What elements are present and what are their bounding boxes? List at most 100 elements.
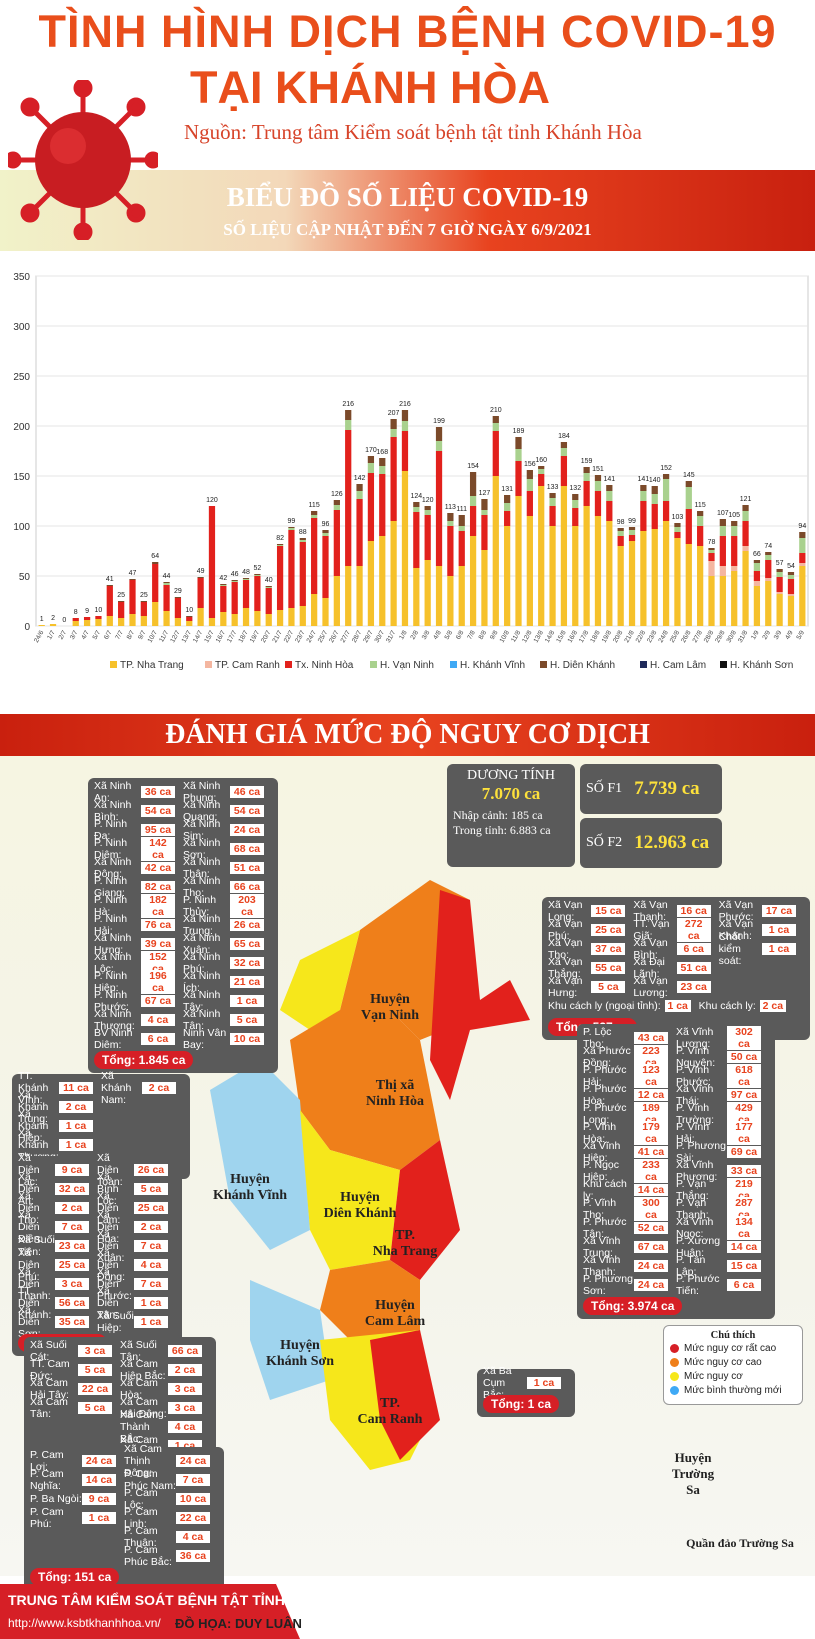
bar-segment — [526, 470, 533, 479]
data-label: 64 — [151, 553, 159, 560]
case-count: 68 ca — [230, 842, 264, 855]
bar-segment — [742, 521, 749, 546]
locality-name: Xã Ninh Sim: — [183, 817, 221, 842]
y-tick-label: 0 — [24, 622, 30, 633]
legend-item-label: Mức nguy cơ rất cao — [684, 1342, 777, 1354]
case-count: 24 ca — [230, 823, 264, 836]
bar-segment — [129, 614, 136, 626]
data-label: 8 — [74, 609, 78, 616]
case-count: 37 ca — [591, 942, 626, 955]
bar-segment — [787, 572, 795, 575]
bar-segment — [311, 515, 318, 518]
bar-segment — [594, 516, 602, 626]
bar-segment — [288, 530, 295, 608]
x-tick-label: 5/8 — [444, 629, 455, 641]
map-label-cam-ranh: TP. Cam Ranh — [357, 1396, 423, 1427]
data-label: 160 — [535, 457, 547, 464]
bar-segment — [311, 518, 318, 594]
bar-segment — [787, 594, 795, 596]
bar-segment — [504, 526, 511, 626]
case-count: 2 ca — [142, 1081, 176, 1094]
data-label: 216 — [399, 401, 411, 408]
bar-segment — [390, 521, 397, 626]
case-count: 6 ca — [727, 1278, 761, 1291]
bar-segment — [583, 467, 590, 473]
legend-dot-icon — [670, 1357, 679, 1367]
case-count: 5 ca — [78, 1363, 112, 1376]
legend-label: Tx. Ninh Hòa — [295, 660, 354, 671]
bar-segment — [299, 542, 306, 606]
box-row: Xã Diên Thạnh: 3 ca Xã Diên Phước: 7 ca — [18, 1266, 176, 1302]
bar-segment — [628, 530, 636, 535]
bar-segment — [492, 423, 499, 431]
data-label: 41 — [106, 576, 114, 583]
bar-segment — [617, 528, 624, 531]
legend-label: TP. Nha Trang — [120, 660, 184, 671]
bar-segment — [685, 544, 692, 626]
case-count: 1 ca — [761, 923, 796, 936]
case-count: 51 ca — [676, 961, 711, 974]
locality-name: Xã Cam Tân: — [30, 1395, 68, 1420]
bar-segment — [708, 550, 715, 553]
bar-segment — [515, 496, 522, 626]
locality-name: Xã Cam Thành Bắc: — [120, 1408, 158, 1445]
bar-segment — [118, 601, 125, 602]
locality-name: Xã Ninh Đông: — [94, 855, 132, 880]
locality-name: Xã Diên Thạnh: — [18, 1265, 51, 1302]
locality-name: Xã Ninh Sơn: — [183, 836, 221, 861]
box-row: Xã Diên An: 32 ca Xã Bình Lộc: 5 ca — [18, 1171, 176, 1207]
case-count: 54 ca — [141, 804, 175, 817]
case-count: 55 ca — [591, 961, 626, 974]
positive-import: Nhập cảnh: 185 ca — [453, 808, 543, 822]
map-region-vn-yellow — [280, 930, 360, 1030]
case-count: 1 ca — [761, 942, 796, 955]
data-label: 156 — [524, 461, 536, 468]
bar-segment — [719, 536, 726, 566]
bar-segment — [265, 588, 272, 614]
footer-url[interactable]: http://www.ksbtkhanhhoa.vn/ — [8, 1616, 161, 1630]
case-count: 16 ca — [676, 904, 711, 917]
bar-segment — [504, 495, 511, 503]
case-count: 54 ca — [230, 804, 264, 817]
bar-segment — [254, 611, 261, 626]
locality-name: Xã Vạn Thắng: — [548, 955, 583, 980]
case-count: 56 ca — [55, 1296, 89, 1309]
data-label: 120 — [422, 497, 434, 504]
locality-name: Xã Ninh Thọ: — [183, 874, 221, 899]
case-count: 15 ca — [591, 904, 626, 917]
box-row: Xã Suối Cát: 3 ca Xã Suối Tân: 66 ca — [30, 1339, 210, 1363]
locality-name: Xã Ninh Tân: — [183, 1007, 221, 1032]
locality-name: P. Vạn Thắng: — [676, 1177, 709, 1202]
locality-name: Khu cách ly: — [583, 1177, 627, 1202]
locality-name: P. Phước Tân: — [583, 1215, 627, 1240]
bar-segment — [731, 526, 738, 536]
box-row: P. Phước Hòa: 12 ca Xã Vĩnh Thái: 97 ca — [583, 1083, 769, 1107]
bar-segment — [651, 504, 658, 529]
bar-segment — [765, 578, 772, 581]
bar-segment — [208, 506, 216, 618]
bar-segment — [674, 532, 681, 538]
locality-name: P. Ninh Phước: — [94, 988, 129, 1013]
locality-name: P. Cam Phú: — [30, 1505, 64, 1530]
bar-segment — [583, 481, 590, 506]
case-count: 24 ca — [634, 1259, 668, 1272]
bar-segment — [140, 616, 147, 626]
locality-name: P. Phước Tiến: — [676, 1272, 720, 1297]
bar-segment — [242, 578, 250, 579]
locality-name: P. Vĩnh Nguyên: — [676, 1044, 716, 1069]
bar-segment — [458, 526, 465, 531]
bar-segment — [594, 491, 602, 516]
footer-bar — [0, 1584, 300, 1639]
bar-segment — [435, 451, 443, 566]
locality-name: TT. Diên Khánh: — [18, 1284, 52, 1321]
locality-name: Xã Cam Hòa: — [120, 1376, 158, 1401]
map-label-dien-khanh: Huyện Diên Khánh — [323, 1190, 397, 1221]
case-count: 95 ca — [141, 823, 175, 836]
x-tick-label: 6/7 — [103, 629, 114, 641]
legend-label: TP. Cam Ranh — [215, 660, 280, 671]
bar-segment — [549, 493, 556, 498]
bar-segment — [787, 575, 795, 579]
locality-name: P. Vĩnh Trường: — [676, 1101, 715, 1126]
case-count: 1 ca — [134, 1315, 168, 1328]
legend-label: H. Khánh Vĩnh — [460, 660, 525, 671]
